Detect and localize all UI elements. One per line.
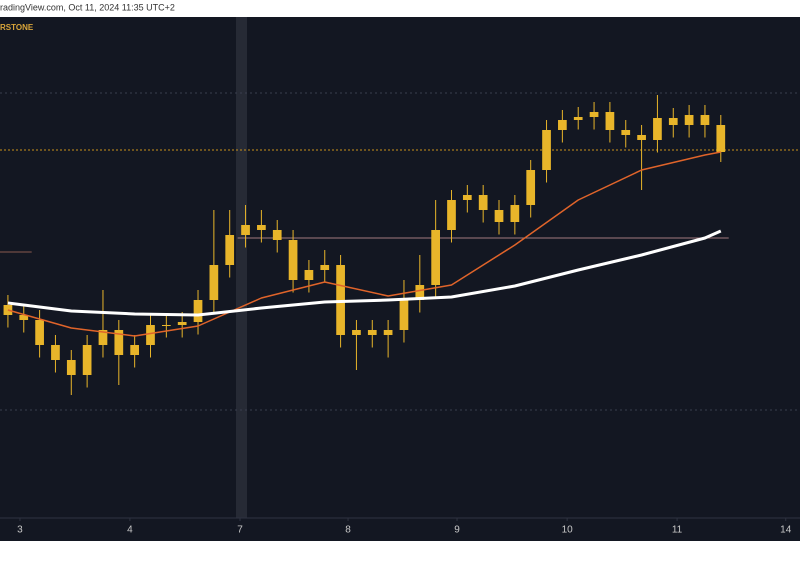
candle-body: [272, 230, 282, 240]
candle-body: [684, 115, 694, 125]
session-highlight: [236, 17, 247, 518]
candle-body: [257, 225, 266, 230]
candle-body: [415, 285, 425, 300]
x-tick-label: 7: [237, 525, 243, 536]
candle-body: [209, 265, 219, 300]
candle-body: [558, 120, 567, 130]
candle-body: [51, 345, 60, 360]
x-tick-label: 11: [672, 525, 683, 536]
candle-body: [35, 320, 44, 345]
candle-body: [700, 115, 710, 125]
plot: 3 4 7 8 9 10 11 14: [0, 92, 800, 536]
candle-body: [383, 330, 393, 335]
candle-body: [526, 170, 536, 205]
candle-body: [98, 330, 108, 345]
candle-body: [510, 205, 520, 222]
candle-body: [668, 118, 678, 125]
candle-body: [66, 360, 76, 375]
x-tick-label: 9: [454, 525, 460, 536]
x-tick-label: 8: [345, 525, 351, 536]
candle-body: [589, 112, 599, 117]
candle-body: [367, 330, 377, 335]
candle-body: [304, 270, 314, 280]
candle-body: [462, 195, 472, 200]
candle-body: [716, 125, 726, 152]
candle-body: [161, 325, 171, 326]
candle-body: [241, 225, 250, 235]
candle-body: [637, 135, 646, 140]
candle-body: [431, 230, 440, 285]
candle-body: [573, 117, 583, 120]
candle-body: [542, 130, 551, 170]
candle-body: [193, 300, 203, 322]
candle-body: [82, 345, 92, 375]
candle-body: [225, 235, 235, 265]
candle-body: [399, 300, 409, 330]
candle-body: [177, 322, 187, 325]
candle-body: [352, 330, 361, 335]
moving-average: [7, 151, 721, 337]
x-tick-label: 14: [780, 525, 792, 536]
x-tick-label: 10: [562, 525, 574, 536]
moving-average: [7, 229, 722, 317]
header: radingView.com, Oct 11, 2024 11:35 UTC+2: [0, 2, 175, 12]
candle-body: [621, 130, 631, 135]
x-tick-label: 3: [17, 525, 23, 536]
candle-body: [478, 195, 488, 210]
candle-body: [146, 325, 155, 345]
candle-body: [605, 112, 615, 130]
candle-body: [447, 200, 456, 230]
candle-body: [494, 210, 504, 222]
candle-body: [320, 265, 330, 270]
candle-body: [653, 118, 662, 140]
chart-bg: [0, 17, 800, 541]
candle-body: [130, 345, 140, 355]
candle-body: [288, 240, 298, 280]
candle-body: [114, 330, 124, 355]
x-tick-label: 4: [127, 525, 133, 536]
symbol-label: RSTONE: [0, 23, 34, 32]
candle-body: [19, 315, 29, 320]
